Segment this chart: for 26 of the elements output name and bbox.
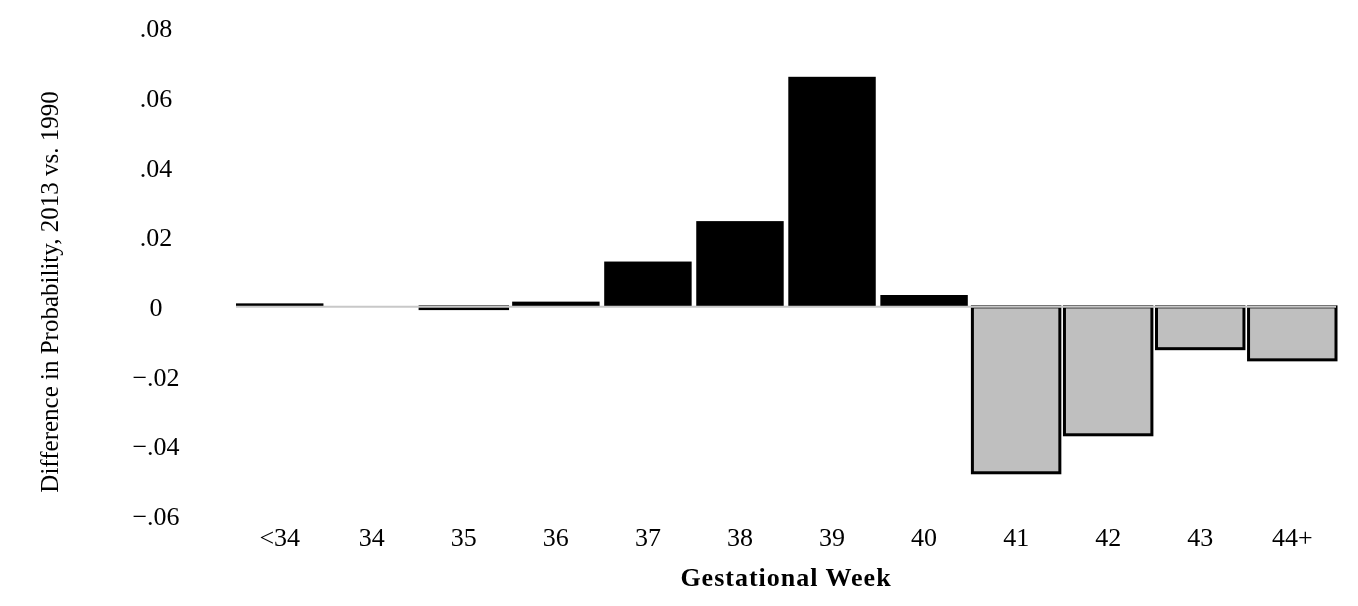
y-tick-label: .08 [139,14,173,44]
x-tick-label: 42 [1095,523,1122,552]
x-tick-label: 37 [634,523,661,552]
y-tick-label: 0 [149,292,163,322]
bar [696,221,784,307]
x-tick-label: 36 [542,523,569,552]
x-tick-label: 34 [358,523,385,552]
y-tick-label: .04 [139,153,173,183]
y-tick-label: −.02 [132,362,180,392]
x-tick-label: 43 [1187,523,1214,552]
y-tick-label: .02 [139,223,173,253]
x-tick-label: 35 [450,523,477,552]
y-axis-title: Difference in Probability, 2013 vs. 1990 [36,91,63,493]
y-tick-label: .06 [139,83,173,113]
y-tick-label: −.04 [132,432,180,462]
bar [788,76,876,307]
x-tick-label: <34 [259,523,301,552]
x-tick-label: 39 [819,523,846,552]
x-tick-label: 40 [911,523,938,552]
x-tick-label: 41 [1003,523,1030,552]
y-tick-label: −.06 [132,502,180,532]
x-axis-title: Gestational Week [680,563,892,592]
x-tick-label: 44+ [1271,523,1313,552]
bar [604,261,692,307]
bar [880,295,968,307]
x-tick-label: 38 [726,523,753,552]
